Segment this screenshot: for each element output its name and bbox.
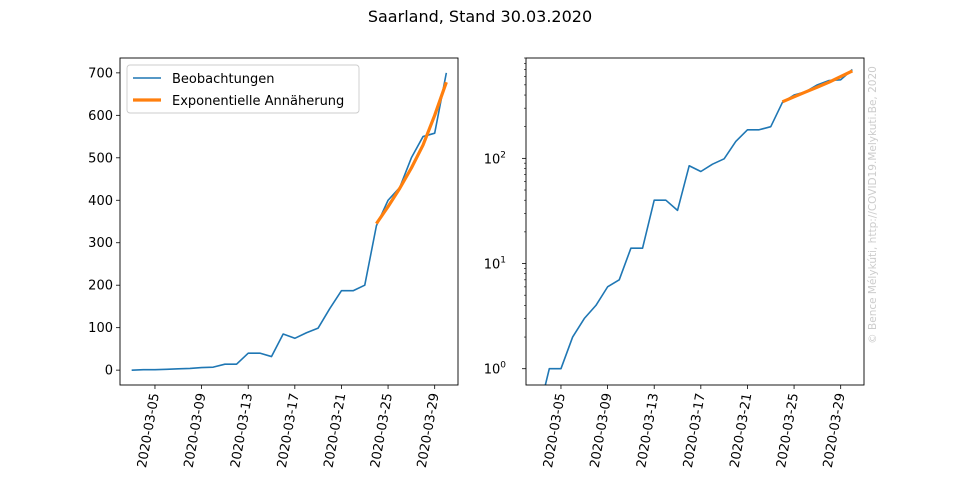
y-tick-label: 600 [88, 109, 113, 124]
x-tick-label: 2020-03-05 [541, 392, 569, 469]
x-tick-label: 2020-03-21 [321, 392, 349, 469]
x-tick-label: 2020-03-21 [727, 392, 755, 469]
x-tick-label: 2020-03-29 [415, 392, 443, 469]
figure-title: Saarland, Stand 30.03.2020 [368, 7, 592, 26]
x-tick-label: 2020-03-29 [821, 392, 849, 469]
y-tick-label: 0 [105, 364, 113, 379]
x-tick-label: 2020-03-05 [135, 392, 163, 469]
observations-line [131, 72, 448, 371]
linear-chart: 2020-03-05 2020-03-09 2020-03-13 2020-03-17… [88, 57, 459, 469]
x-tick-label: 2020-03-09 [588, 392, 616, 469]
legend-box [126, 64, 360, 114]
legend-observations-label: Beobachtungen [172, 72, 275, 87]
credit-watermark: © Bence Mélykúti, http://COVID19.Melykut… [867, 66, 879, 344]
y-tick-label: 101 [484, 256, 506, 273]
x-tick-label: 2020-03-13 [228, 392, 256, 469]
x-tick-label: 2020-03-13 [634, 392, 662, 469]
x-tick-label: 2020-03-25 [774, 392, 802, 469]
x-tick-label: 2020-03-25 [368, 392, 396, 469]
y-tick-label: 300 [88, 236, 113, 251]
y-tick-label: 400 [88, 194, 113, 209]
y-tick-label: 100 [484, 361, 507, 378]
x-tick-label: 2020-03-09 [182, 392, 210, 469]
axes-frame [525, 57, 865, 386]
axes-frame [119, 57, 459, 386]
y-tick-label: 700 [88, 66, 113, 81]
y-tick-label: 200 [88, 279, 113, 294]
y-tick-label: 102 [484, 150, 506, 167]
fit-line [375, 81, 448, 225]
y-tick-label: 500 [88, 151, 113, 166]
log-chart: 2020-03-05 2020-03-09 2020-03-13 2020-03-17… [484, 57, 865, 469]
legend-fit-label: Exponentielle Annäherung [172, 94, 344, 109]
x-tick-label: 2020-03-17 [275, 392, 303, 469]
observations-line [544, 68, 853, 385]
fit-line [781, 69, 854, 104]
y-tick-label: 100 [88, 321, 113, 336]
x-tick-label: 2020-03-17 [681, 392, 709, 469]
